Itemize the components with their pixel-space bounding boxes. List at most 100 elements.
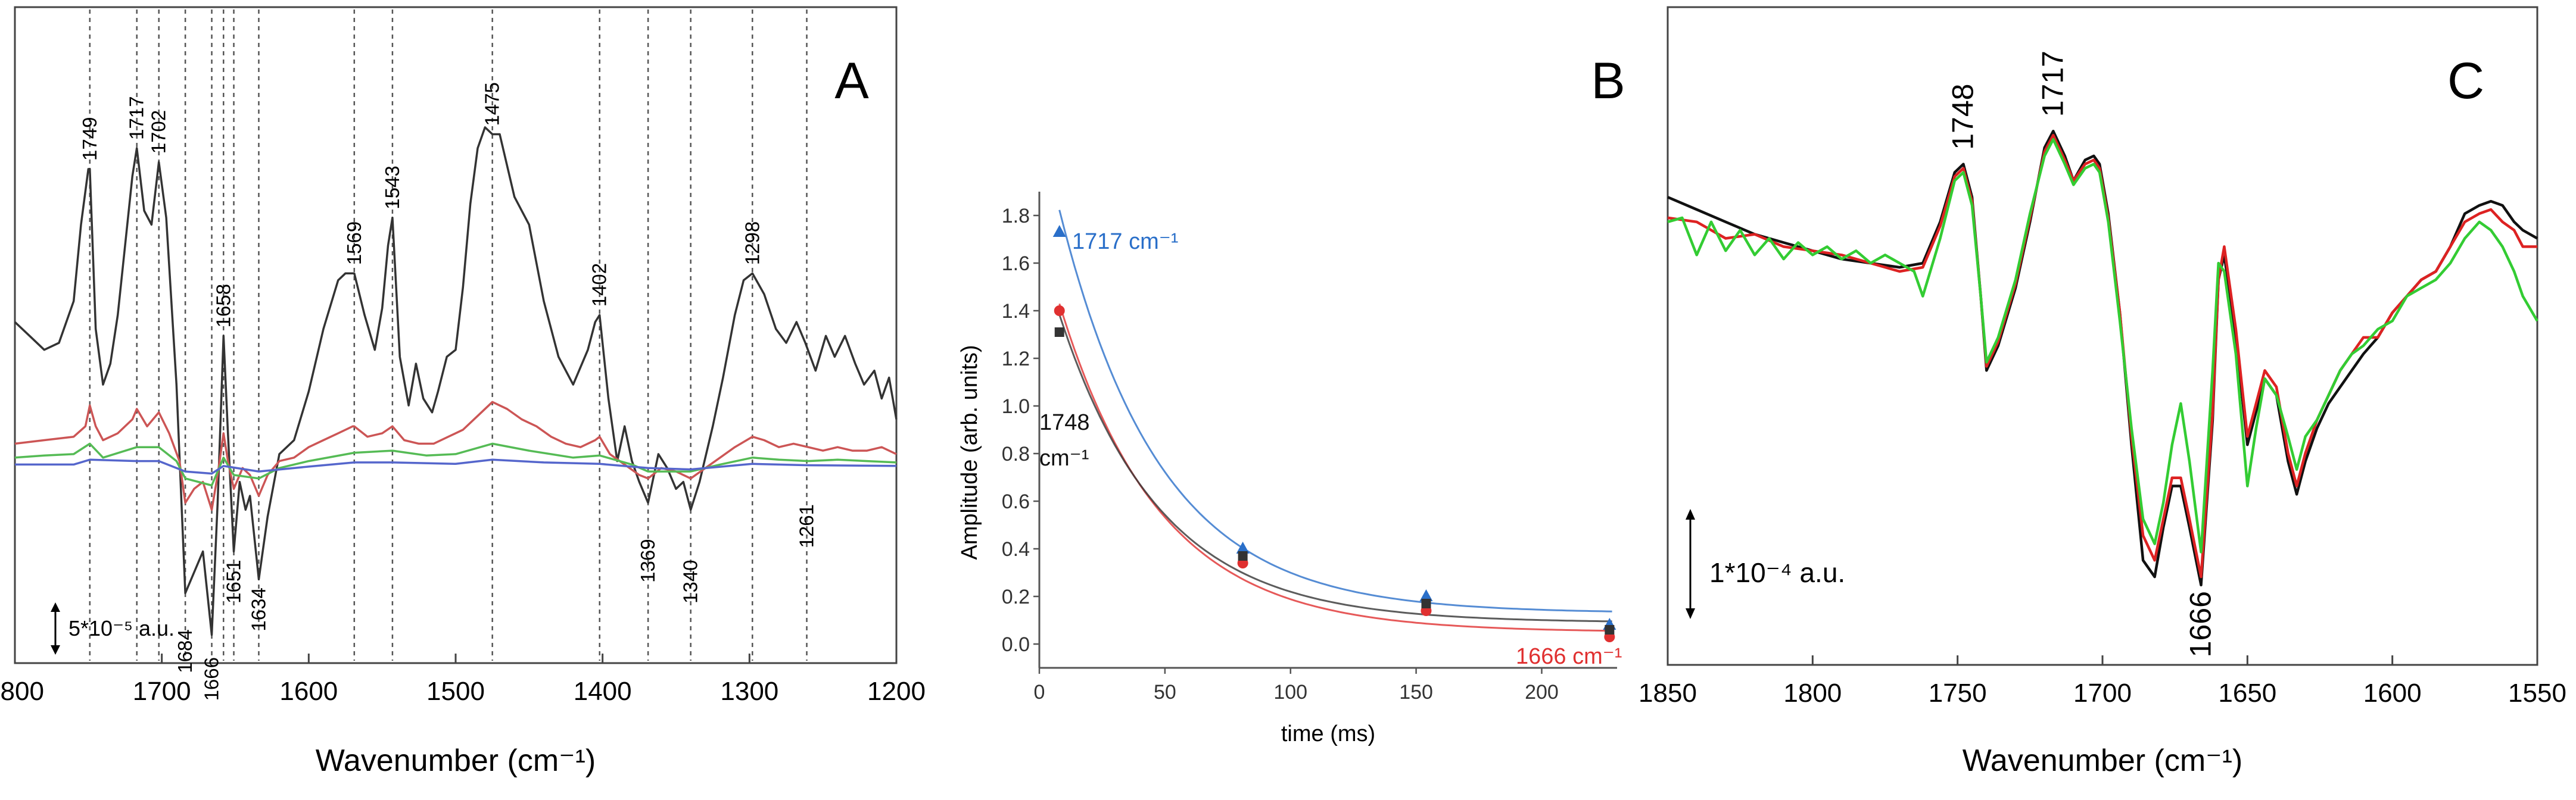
panel-a-plot-frame [14,6,898,664]
peak-label-1475: 1475 [481,82,503,126]
peak-label-1261: 1261 [796,504,818,548]
panel-c-scale-bar-arrow-up [1686,509,1695,520]
panel-a-scale-bar-label: 5*10⁻⁵ a.u. [68,616,175,640]
peak-label-1666: 1666 [2183,591,2217,657]
x-tick-label-1400: 1400 [574,677,632,706]
panel-a-letter: A [834,52,869,110]
panel-b-legend-1748-line2: cm⁻¹ [1039,446,1089,471]
x-tick-label-1600: 1600 [2363,679,2422,708]
y-tick-label-1.2: 1.2 [1002,348,1030,370]
peak-label-1666: 1666 [201,657,223,701]
x-tick-label-1800: 1800 [1783,679,1842,708]
panel-b-legend-1666: 1666 cm⁻¹ [1516,644,1622,669]
peak-label-1717: 1717 [2036,51,2069,117]
peak-label-1684: 1684 [174,629,196,673]
panel-b-data-points [1052,225,1616,642]
x-tick-label-100: 100 [1273,681,1307,704]
x-tick-label-150: 150 [1399,681,1433,704]
panel-a-series [14,126,898,636]
fit-curve-square [1058,314,1612,623]
panel-b-legend-1748-line1: 1748 [1039,410,1090,435]
peak-label-1369: 1369 [637,539,659,582]
fit-curve-triangle [1058,210,1612,612]
y-tick-label-1: 1.0 [1002,395,1030,418]
x-tick-label-1500: 1500 [426,677,485,706]
peak-label-1569: 1569 [343,221,365,265]
panel-b-axes [1038,192,1617,669]
panel-b-legend-1717: 1717 cm⁻¹ [1072,229,1178,254]
x-tick-label-50: 50 [1154,681,1176,704]
panel-a-peak-labels: 1749 1717 1702 1658 1569 1543 1475 1402 1298 1684… [79,82,818,701]
series-red [1667,133,2537,579]
series-red [14,401,897,511]
peak-label-1748: 1748 [1946,83,1979,149]
panel-a-x-axis: 1800 1700 1600 1500 1400 1300 1200 [0,654,926,706]
peak-label-1658: 1658 [212,284,234,327]
panel-c-series [1667,130,2538,587]
panel-a-scale-bar-arrow-up [51,602,60,612]
panel-a-x-axis-title: Wavenumber (cm⁻¹) [316,743,596,778]
fit-curve-circle [1058,303,1612,632]
x-tick-label-1750: 1750 [1929,679,1987,708]
panel-b-letter: B [1591,52,1625,110]
peak-label-1543: 1543 [381,165,403,209]
x-tick-label-1850: 1850 [1639,679,1697,708]
series-green [1667,138,2538,554]
panel-c-plot-frame [1667,6,2538,666]
y-tick-label-1.6: 1.6 [1002,252,1030,275]
data-point-square-0 [1054,327,1064,337]
y-tick-label-1.8: 1.8 [1002,205,1030,227]
panel-c-letter: C [2447,52,2484,110]
panel-c-scale-bar-label: 1*10⁻⁴ a.u. [1709,557,1845,588]
x-tick-label-200: 200 [1525,681,1559,704]
panel-c-x-axis-title: Wavenumber (cm⁻¹) [1963,743,2242,778]
panel-a-scale-bar-arrow-down [51,645,60,655]
x-tick-label-1600: 1600 [279,677,338,706]
x-tick-label-1800: 1800 [0,677,44,706]
peak-label-1651: 1651 [223,560,245,603]
panel-c-peak-labels: 1748 1717 1666 [1946,51,2217,657]
x-tick-label-1300: 1300 [720,677,778,706]
x-tick-label-1200: 1200 [867,677,926,706]
x-tick-label-1700: 1700 [133,677,191,706]
peak-label-1702: 1702 [148,110,170,154]
data-point-triangle-1 [1236,542,1250,554]
peak-label-1340: 1340 [680,560,702,603]
panel-c: 1748 1717 1666 1850 1800 1750 1700 1650 1600 155… [1639,6,2566,778]
y-tick-label-0.8: 0.8 [1002,443,1030,465]
data-point-square-1 [1238,551,1248,561]
x-tick-label-0: 0 [1034,681,1045,704]
peak-label-1634: 1634 [247,588,269,631]
data-point-square-3 [1605,625,1615,635]
panel-c-scale-bar: 1*10⁻⁴ a.u. [1686,509,1845,619]
x-tick-label-1650: 1650 [2218,679,2276,708]
series-black [14,126,898,636]
panel-c-scale-bar-arrow-down [1686,608,1695,619]
panel-b: 0.0 0.2 0.4 0.6 0.8 1.0 1.2 1.4 1.6 1.8 0 50 100 150… [957,52,1625,746]
data-point-triangle-0 [1052,225,1066,237]
panel-b-fit-curves [1058,210,1612,632]
y-tick-label-0.6: 0.6 [1002,490,1030,513]
peak-label-1717: 1717 [126,96,148,139]
x-tick-label-1550: 1550 [2508,679,2566,708]
panel-c-x-axis: 1850 1800 1750 1700 1650 1600 1550 [1639,655,2566,708]
series-blue [15,458,897,475]
y-tick-label-0.2: 0.2 [1002,586,1030,608]
y-tick-label-1.4: 1.4 [1002,300,1030,323]
peak-label-1298: 1298 [741,221,763,265]
panel-b-y-axis-title: Amplitude (arb. units) [957,345,982,560]
panel-b-x-ticks: 0 50 100 150 200 [1034,668,1559,704]
data-point-circle-0 [1054,305,1065,316]
peak-label-1402: 1402 [588,263,610,307]
data-point-triangle-2 [1419,589,1433,601]
panel-a: 1749 1717 1702 1658 1569 1543 1475 1402 1298 1684… [0,6,926,778]
y-tick-label-0.4: 0.4 [1002,538,1030,561]
peak-label-1749: 1749 [79,117,101,161]
data-point-square-2 [1421,599,1431,608]
y-tick-label-0: 0.0 [1002,633,1030,656]
series-green [14,442,897,487]
panel-a-scale-bar: 5*10⁻⁵ a.u. [51,602,175,655]
panel-b-x-axis-title: time (ms) [1281,721,1375,746]
panel-b-y-ticks: 0.0 0.2 0.4 0.6 0.8 1.0 1.2 1.4 1.6 1.8 [1002,205,1039,656]
